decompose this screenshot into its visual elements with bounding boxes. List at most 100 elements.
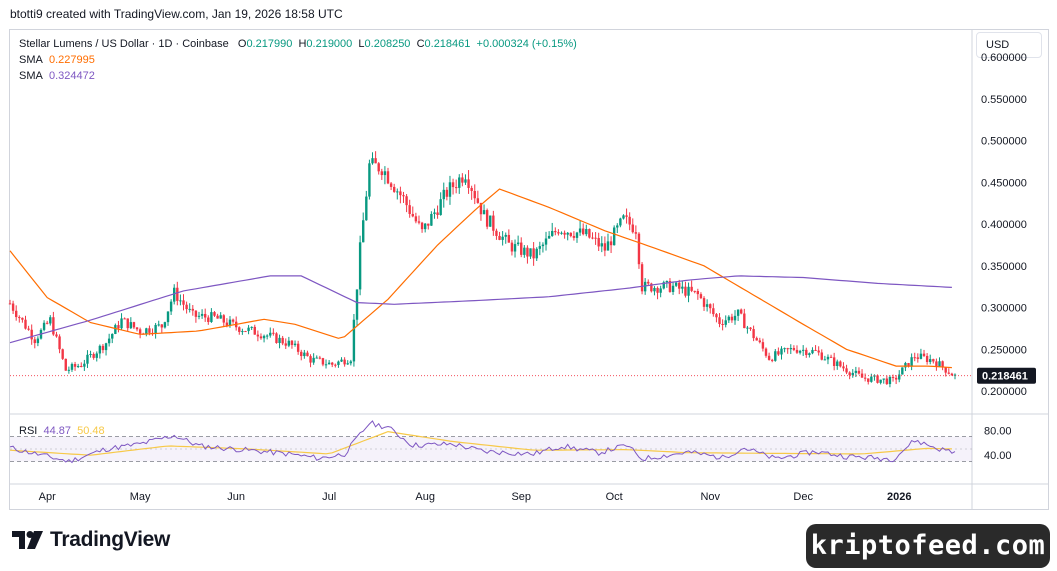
candle-body (569, 232, 573, 236)
candle-body (405, 196, 408, 206)
time-tick-label: Jun (227, 491, 245, 503)
rsi-line (9, 420, 956, 464)
candle-body (687, 286, 690, 296)
time-tick-label: Aug (415, 491, 435, 503)
candle-body (445, 189, 449, 197)
open-label: O (237, 38, 247, 50)
candle-body (439, 199, 442, 215)
candle-body (210, 312, 213, 322)
candle-body (671, 285, 675, 292)
candle-body (111, 333, 114, 339)
candle-body (176, 287, 179, 301)
symbol-row: Stellar Lumens / US Dollar · 1D · Coinba… (19, 36, 577, 52)
candle-body (681, 286, 684, 289)
chart-frame[interactable] (9, 29, 1049, 510)
candle-body (538, 246, 542, 249)
candle-body (389, 183, 393, 187)
candle-body (820, 352, 823, 360)
candle-body (83, 363, 86, 367)
candle-body (774, 351, 777, 361)
candle-body (374, 158, 377, 164)
candle-body (721, 324, 724, 326)
candle-body (200, 313, 204, 316)
candle-body (817, 350, 820, 353)
candle-body (498, 235, 501, 240)
chart-legend: Stellar Lumens / US Dollar · 1D · Coinba… (19, 36, 577, 84)
candle-body (231, 319, 235, 322)
time-tick-label: Nov (700, 491, 720, 503)
rsi-legend[interactable]: RSI 44.87 50.48 (19, 425, 105, 437)
currency-button[interactable]: USD (976, 32, 1042, 58)
candle-body (696, 291, 700, 295)
candle-body (408, 205, 411, 214)
tradingview-logo[interactable]: TradingView (12, 528, 170, 552)
sma-slow-row[interactable]: SMA 0.324472 (19, 68, 577, 84)
candle-body (467, 179, 470, 188)
candle-body (377, 163, 380, 172)
symbol-name[interactable]: Stellar Lumens / US Dollar · 1D · Coinba… (19, 38, 229, 50)
candle-body (265, 335, 269, 337)
candle-body (166, 311, 170, 323)
candle-body (581, 228, 585, 235)
candle-body (303, 352, 306, 357)
candle-body (953, 374, 957, 376)
candle-body (346, 363, 349, 365)
candle-body (938, 361, 941, 367)
candle-body (343, 359, 346, 365)
candle-body (107, 338, 111, 344)
candle-body (752, 329, 755, 339)
candle-body (182, 300, 185, 305)
candle-body (727, 316, 731, 321)
candle-body (566, 232, 569, 235)
candle-body (650, 283, 653, 292)
candle-body (80, 365, 83, 367)
candle-body (358, 242, 362, 290)
candle-body (693, 290, 696, 292)
candle-body (222, 315, 225, 323)
rsi-ma-value: 50.48 (77, 425, 105, 437)
candle-body (67, 369, 71, 371)
candle-body (185, 304, 188, 310)
candle-body (52, 317, 55, 335)
candle-body (724, 320, 727, 325)
price-tick-label: 0.350000 (981, 261, 1027, 273)
candle-body (588, 229, 591, 238)
rsi-value: 44.87 (43, 425, 71, 437)
candle-body (922, 353, 926, 356)
candle-body (709, 304, 712, 309)
candle-body (597, 237, 600, 247)
candle-body (832, 357, 836, 367)
time-tick-label: Jul (322, 491, 336, 503)
price-tick-label: 0.550000 (981, 94, 1027, 106)
candle-body (702, 298, 706, 307)
candle-body (219, 315, 222, 319)
candle-body (284, 343, 287, 346)
candle-body (730, 316, 734, 321)
high-label: H (298, 38, 307, 50)
candle-body (253, 326, 256, 335)
candle-body (213, 312, 216, 316)
candle-body (640, 264, 644, 292)
candle-body (501, 236, 504, 240)
candle-body (783, 348, 786, 350)
candle-body (349, 361, 353, 364)
candle-body (247, 327, 250, 332)
candle-body (461, 177, 464, 183)
candle-body (684, 286, 687, 296)
candle-body (123, 318, 126, 320)
candle-body (129, 322, 133, 329)
candle-body (495, 230, 498, 236)
candle-body (448, 182, 452, 197)
candle-body (625, 215, 628, 217)
candle-body (510, 242, 514, 252)
candle-body (228, 319, 232, 326)
time-tick-label: Apr (39, 491, 56, 503)
candle-body (269, 332, 272, 336)
candle-body (594, 237, 597, 239)
price-tick-label: 0.250000 (981, 344, 1027, 356)
sma-fast-row[interactable]: SMA 0.227995 (19, 52, 577, 68)
candle-body (114, 325, 117, 334)
brand-name: TradingView (50, 528, 171, 551)
candle-body (485, 210, 489, 227)
price-tick-label: 0.450000 (981, 177, 1027, 189)
